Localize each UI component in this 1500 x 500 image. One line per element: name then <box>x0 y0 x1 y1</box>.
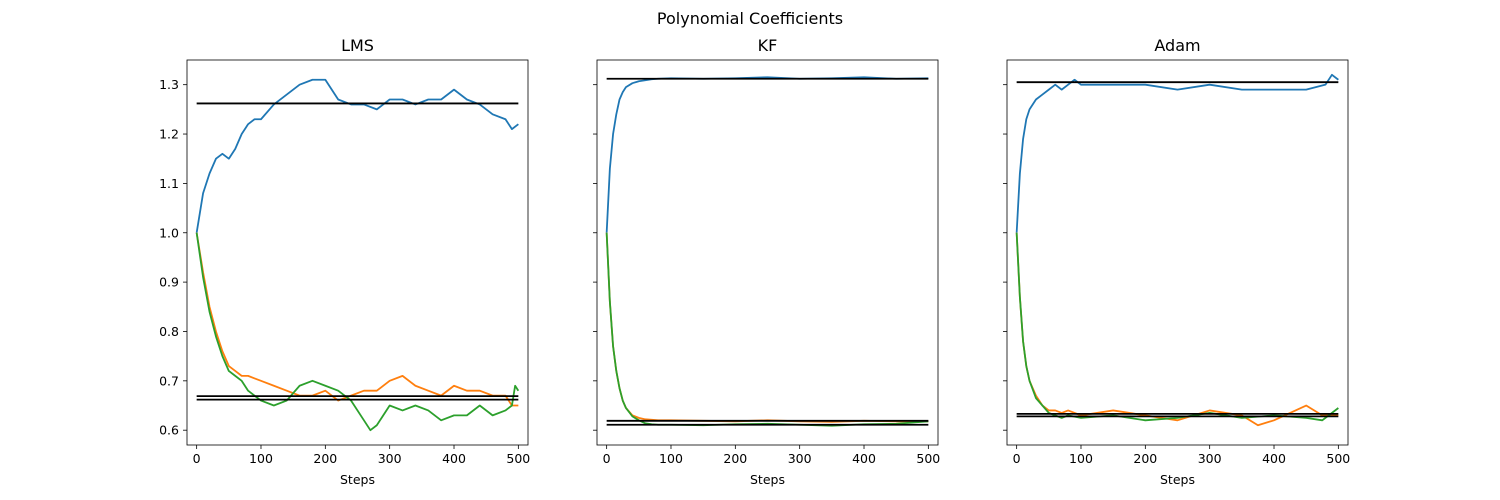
x-tick-label: 0 <box>603 451 611 466</box>
subplot-title: KF <box>758 36 778 55</box>
x-tick-label: 200 <box>723 451 747 466</box>
x-tick-label: 300 <box>1198 451 1222 466</box>
y-tick-label: 1.3 <box>159 77 179 92</box>
series-line-1 <box>605 76 929 233</box>
x-tick-label: 200 <box>313 451 337 466</box>
y-tick-label: 1.2 <box>159 127 179 142</box>
x-tick-label: 0 <box>1013 451 1021 466</box>
x-tick-label: 100 <box>659 451 683 466</box>
y-tick-label: 1.1 <box>159 176 179 191</box>
axes-frame <box>186 59 529 446</box>
series-line-3 <box>195 232 520 432</box>
x-tick-label: 400 <box>1262 451 1286 466</box>
x-tick-label: 0 <box>193 451 201 466</box>
y-tick-label: 0.6 <box>159 423 179 438</box>
x-tick-label: 400 <box>442 451 466 466</box>
y-tick-label: 0.9 <box>159 275 179 290</box>
x-tick-label: 400 <box>852 451 876 466</box>
plot-area <box>605 76 929 427</box>
plot-area <box>195 78 520 432</box>
x-tick-label: 300 <box>788 451 812 466</box>
axes-frame <box>1006 59 1349 446</box>
x-tick-label: 100 <box>249 451 273 466</box>
x-axis-label: Steps <box>750 472 785 487</box>
x-tick-label: 100 <box>1069 451 1093 466</box>
subplot-title: Adam <box>1154 36 1200 55</box>
y-tick-label: 0.8 <box>159 324 179 339</box>
x-tick-label: 500 <box>916 451 940 466</box>
subplot-kf: KF 0 100 200 300 400 500 Steps <box>593 36 940 487</box>
series-line-3 <box>1015 232 1339 422</box>
y-tick-label: 0.7 <box>159 373 179 388</box>
y-tick-label: 1.0 <box>159 225 179 240</box>
x-tick-label: 300 <box>378 451 402 466</box>
series-line-2 <box>1015 232 1339 427</box>
x-axis-label: Steps <box>1160 472 1195 487</box>
plot-area <box>1015 73 1339 427</box>
subplot-lms: LMS 0 100 200 300 400 500 0.6 0.7 0.8 0.9 1.0 1.1 1.2… <box>159 36 530 487</box>
x-tick-label: 200 <box>1133 451 1157 466</box>
series-line-3 <box>605 232 929 427</box>
series-line-2 <box>195 232 519 407</box>
series-line-2 <box>605 232 929 423</box>
subplot-adam: Adam 0 100 200 300 400 500 Steps <box>1003 36 1350 487</box>
x-tick-label: 500 <box>1326 451 1350 466</box>
axes-frame <box>596 59 939 446</box>
series-line-1 <box>1015 73 1339 233</box>
subplot-title: LMS <box>341 36 374 55</box>
x-tick-label: 500 <box>506 451 530 466</box>
figure-suptitle: Polynomial Coefficients <box>657 9 843 28</box>
x-axis-label: Steps <box>340 472 375 487</box>
series-line-1 <box>195 78 519 233</box>
subplot-panels: LMS 0 100 200 300 400 500 0.6 0.7 0.8 0.9 1.0 1.1 1.2… <box>159 36 1350 487</box>
